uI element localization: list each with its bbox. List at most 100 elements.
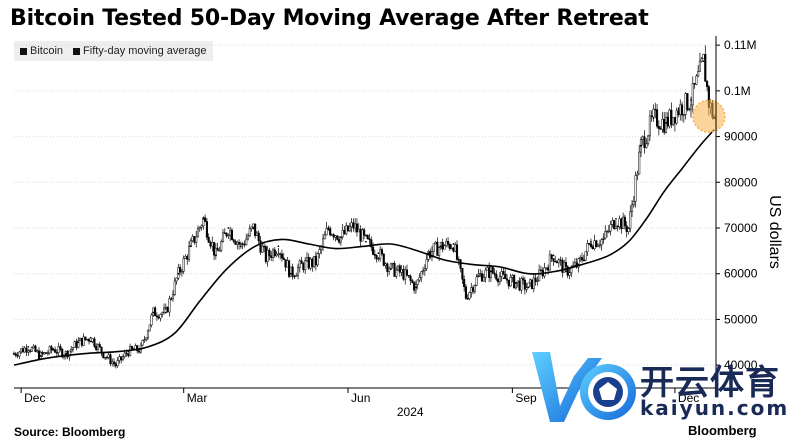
bitcoin-candle <box>479 273 482 275</box>
bitcoin-candle <box>266 249 269 262</box>
bitcoin-candle <box>563 262 566 273</box>
bitcoin-candle <box>164 307 167 309</box>
bitcoin-candle <box>250 226 253 230</box>
bitcoin-candle <box>343 229 346 235</box>
bitcoin-candle <box>432 243 435 252</box>
bitcoin-candle <box>398 265 401 273</box>
bitcoin-candle <box>404 269 407 280</box>
bitcoin-candle <box>695 75 698 85</box>
bitcoin-candle <box>434 241 437 245</box>
bitcoin-point <box>227 227 230 229</box>
bitcoin-candle <box>468 292 471 299</box>
bitcoin-candle <box>557 259 560 264</box>
bitcoin-candle <box>509 277 512 287</box>
bitcoin-candle <box>184 256 187 259</box>
bitcoin-candle <box>182 258 185 272</box>
bitcoin-point <box>565 270 567 273</box>
bitcoin-point <box>252 227 255 229</box>
bitcoin-candle <box>630 204 634 212</box>
bitcoin-candle <box>325 228 328 236</box>
y-tick-label: 80000 <box>724 175 758 189</box>
brand-label: Bloomberg <box>688 423 757 438</box>
bitcoin-candle <box>670 109 673 125</box>
watermark-text-en: kaiyun.com <box>640 396 790 420</box>
bitcoin-candle <box>18 351 21 357</box>
bitcoin-candle <box>530 279 534 289</box>
bitcoin-candle <box>532 277 535 289</box>
bitcoin-candle <box>37 350 41 360</box>
bitcoin-candle <box>95 346 98 350</box>
bitcoin-candle <box>188 246 191 260</box>
bitcoin-point <box>502 277 505 280</box>
bitcoin-candle <box>137 350 141 353</box>
bitcoin-candle <box>689 104 693 110</box>
bitcoin-candle <box>480 273 484 282</box>
y-tick-label: 70000 <box>724 221 758 235</box>
bitcoin-candle <box>577 258 580 268</box>
bitcoin-candle <box>373 254 376 256</box>
bitcoin-candle <box>123 352 126 358</box>
bitcoin-candle <box>246 235 250 240</box>
bitcoin-candle <box>416 279 419 285</box>
bitcoin-candle <box>329 228 332 236</box>
bitcoin-candle <box>341 229 344 238</box>
bitcoin-candle <box>368 238 371 241</box>
bitcoin-candle <box>295 275 298 277</box>
bitcoin-candle <box>364 234 367 237</box>
bitcoin-candle <box>232 239 235 242</box>
bitcoin-candle <box>523 279 526 290</box>
bitcoin-candle <box>445 241 448 247</box>
bitcoin-candle <box>225 232 228 237</box>
bitcoin-candle <box>534 277 537 282</box>
bitcoin-candle <box>684 93 687 115</box>
bitcoin-candle <box>307 257 310 269</box>
bitcoin-candle <box>173 280 176 296</box>
bitcoin-candle <box>27 350 30 353</box>
bitcoin-candle <box>648 115 651 137</box>
bitcoin-candle <box>677 110 680 115</box>
bitcoin-candle <box>14 353 17 356</box>
bitcoin-candle <box>218 250 221 252</box>
bitcoin-candle <box>221 232 225 242</box>
bitcoin-candle <box>111 361 114 365</box>
bitcoin-point <box>364 240 367 243</box>
bitcoin-candle <box>659 128 662 130</box>
bitcoin-candle <box>620 218 623 230</box>
bitcoin-candle <box>79 337 82 341</box>
bitcoin-candle <box>622 216 625 230</box>
bitcoin-candle <box>611 220 614 225</box>
bitcoin-point <box>452 243 455 245</box>
bitcoin-point <box>13 352 15 355</box>
bitcoin-candle <box>679 104 682 115</box>
bitcoin-candle <box>25 347 28 353</box>
bitcoin-candle <box>548 254 551 271</box>
bitcoin-candle <box>87 338 91 342</box>
bitcoin-candle <box>205 221 208 238</box>
bitcoin-candle <box>370 239 373 248</box>
bitcoin-point <box>465 295 467 298</box>
bitcoin-candle <box>71 347 74 350</box>
bitcoin-candle <box>136 345 139 352</box>
bitcoin-candle <box>150 314 153 326</box>
bitcoin-candle <box>154 307 157 317</box>
bitcoin-candle <box>552 258 555 262</box>
bitcoin-candle <box>229 229 232 236</box>
bitcoin-candle <box>375 255 378 260</box>
bitcoin-candle <box>313 255 316 267</box>
bitcoin-candle <box>338 239 341 243</box>
bitcoin-candle <box>318 249 321 254</box>
bitcoin-point <box>189 245 192 248</box>
bitcoin-point <box>602 238 605 241</box>
bitcoin-candle <box>566 266 569 276</box>
bitcoin-candle <box>681 104 684 116</box>
bitcoin-candle <box>688 108 691 111</box>
bitcoin-candle <box>396 265 400 271</box>
bitcoin-candle <box>405 269 409 276</box>
bitcoin-candle <box>443 245 446 250</box>
bitcoin-candle <box>59 346 62 350</box>
bitcoin-point <box>490 270 492 273</box>
bitcoin-candle <box>168 298 171 313</box>
bitcoin-candle <box>177 267 180 279</box>
bitcoin-candle <box>311 258 314 267</box>
bitcoin-candle <box>498 276 501 283</box>
